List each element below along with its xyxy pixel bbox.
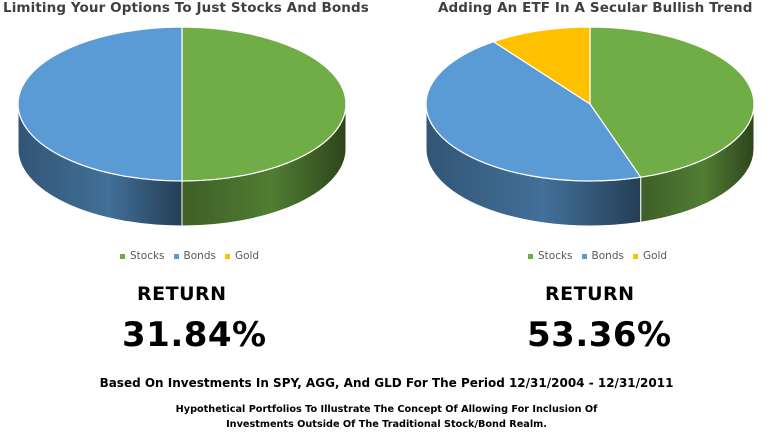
return-value-right: 53.36% [527, 315, 672, 355]
legend-label-stocks: Stocks [130, 250, 165, 262]
legend-label-bonds: Bonds [183, 250, 216, 262]
legend-swatch-gold [632, 253, 638, 259]
footnote-sub-line-1: Hypothetical Portfolios To Illustrate Th… [175, 404, 598, 415]
legend-label-gold: Gold [234, 250, 260, 262]
chart-title-right: Adding An ETF In A Secular Bullish Trend [438, 0, 753, 16]
legend-item-bonds: Bonds [173, 250, 216, 262]
legend-item-stocks: Stocks [528, 250, 573, 262]
legend-right: Stocks Bonds Gold [528, 250, 667, 262]
pie-slice-bonds [17, 26, 183, 182]
pie-chart-right [425, 26, 755, 227]
legend-label-gold: Gold [642, 250, 668, 262]
legend-swatch-stocks [120, 253, 125, 259]
return-value-left: 31.84% [122, 315, 267, 355]
legend-item-stocks: Stocks [120, 250, 165, 262]
legend-left: Stocks Bonds Gold [120, 250, 259, 262]
return-label-right: RETURN [545, 283, 635, 305]
legend-item-bonds: Bonds [581, 250, 624, 262]
legend-item-gold: Gold [224, 250, 260, 262]
footnote-sub-line-2: Investments Outside Of The Traditional S… [226, 419, 547, 430]
pie-slice-stocks [181, 26, 347, 182]
pie-slice-bonds [425, 41, 642, 182]
legend-swatch-stocks [528, 253, 533, 259]
pie-slice-stocks [589, 26, 755, 178]
legend-item-gold: Gold [632, 250, 668, 262]
legend-swatch-gold [224, 253, 230, 259]
chart-title-left: Limiting Your Options To Just Stocks And… [3, 0, 369, 16]
legend-label-bonds: Bonds [591, 250, 624, 262]
legend-swatch-bonds [581, 253, 587, 259]
footnote-main: Based On Investments In SPY, AGG, And GL… [99, 376, 674, 390]
legend-swatch-bonds [173, 253, 179, 259]
legend-label-stocks: Stocks [538, 250, 573, 262]
pie-chart-left [17, 26, 347, 227]
return-label-left: RETURN [137, 283, 227, 305]
pie-slice-gold [493, 26, 591, 105]
